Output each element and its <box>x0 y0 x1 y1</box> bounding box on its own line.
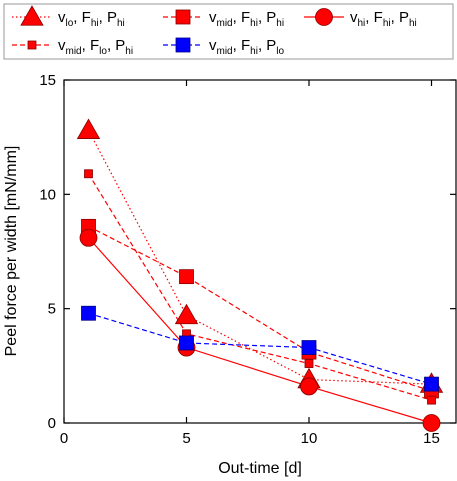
legend-label-subscript: lo <box>276 46 284 57</box>
series-line <box>87 173 432 401</box>
legend-label-subscript: hi <box>117 18 125 29</box>
legend-label-main: P <box>399 9 409 26</box>
axis-ticks: 0 5 10 15 0 5 10 15 <box>39 72 456 447</box>
legend-label-subscript: hi <box>358 18 366 29</box>
x-tick-label: 0 <box>60 430 68 447</box>
legend-marker <box>175 9 191 25</box>
legend-label-main: v <box>58 37 66 54</box>
legend-label: vmid, Flo, Phi <box>58 37 133 57</box>
legend-label-sep: , <box>73 9 81 26</box>
legend-label-subscript: hi <box>91 18 99 29</box>
y-tick-label: 0 <box>48 415 56 432</box>
legend-label-sep: , <box>82 37 90 54</box>
series-line <box>88 312 432 385</box>
legend-label: vmid, Fhi, Phi <box>209 9 284 29</box>
series-line <box>88 237 432 424</box>
data-point <box>76 118 101 139</box>
x-tick-label: 5 <box>182 430 190 447</box>
legend-marker <box>20 5 44 26</box>
legend-label-main: F <box>241 37 250 54</box>
x-tick-label: 15 <box>423 430 440 447</box>
data-point <box>174 303 199 325</box>
x-axis-title: Out-time [d] <box>218 460 302 477</box>
data-point <box>301 340 317 355</box>
data-point <box>79 228 98 247</box>
legend-label: vmid, Fhi, Plo <box>209 37 285 57</box>
legend-label-subscript: hi <box>250 18 258 29</box>
legend-label-sep: , <box>233 37 241 54</box>
legend-label-main: v <box>209 37 217 54</box>
legend-label-main: F <box>90 37 99 54</box>
y-tick-label: 10 <box>39 186 56 203</box>
legend: vlo, Fhi, Phi vmid, Fhi, Phi vhi, Fhi, Phi… <box>12 5 417 57</box>
legend-label-sep: , <box>258 37 266 54</box>
y-axis-title: Peel force per width [mN/mm] <box>3 146 20 357</box>
legend-label-sep: , <box>365 9 373 26</box>
legend-label: vlo, Fhi, Phi <box>58 9 125 29</box>
data-point <box>427 395 436 405</box>
legend-label-subscript: hi <box>409 18 417 29</box>
legend-label-main: v <box>209 9 217 26</box>
legend-label-main: v <box>58 9 66 26</box>
y-tick-label: 5 <box>48 301 56 318</box>
legend-label-main: F <box>241 9 250 26</box>
x-tick-label: 10 <box>301 430 318 447</box>
legend-label: vhi, Fhi, Phi <box>350 9 417 29</box>
legend-label-sep: , <box>391 9 399 26</box>
legend-box <box>3 3 454 60</box>
data-point <box>179 269 194 285</box>
legend-label-subscript: lo <box>99 46 107 57</box>
y-tick-label: 15 <box>39 72 56 89</box>
legend-label-subscript: hi <box>276 18 284 29</box>
legend-label-subscript: lo <box>66 18 74 29</box>
legend-label-subscript: mid <box>217 18 233 29</box>
legend-label-sep: , <box>107 37 115 54</box>
series-markers <box>76 118 444 432</box>
legend-label-main: P <box>115 37 125 54</box>
legend-label-subscript: mid <box>66 46 82 57</box>
data-point <box>424 376 439 392</box>
legend-label-subscript: mid <box>217 46 233 57</box>
data-point <box>84 169 93 179</box>
legend-marker <box>27 40 37 50</box>
legend-marker <box>315 8 333 26</box>
data-point <box>422 414 441 432</box>
series-line <box>88 225 432 392</box>
legend-label-subscript: hi <box>125 46 133 57</box>
legend-label-subscript: hi <box>250 46 258 57</box>
legend-label-sep: , <box>99 9 107 26</box>
legend-label-sep: , <box>258 9 266 26</box>
legend-label-subscript: hi <box>383 18 391 29</box>
data-point <box>179 335 194 351</box>
data-point <box>304 359 314 368</box>
legend-label-main: F <box>374 9 383 26</box>
legend-label-main: F <box>82 9 91 26</box>
legend-label-sep: , <box>233 9 241 26</box>
plot-frame <box>63 79 457 424</box>
legend-label-main: P <box>266 37 276 54</box>
data-point <box>300 377 318 396</box>
data-point <box>81 305 96 321</box>
legend-label-main: v <box>350 9 358 26</box>
legend-label-main: P <box>107 9 117 26</box>
legend-label-main: P <box>266 9 276 26</box>
series-lines <box>87 130 432 424</box>
legend-marker <box>175 37 191 53</box>
